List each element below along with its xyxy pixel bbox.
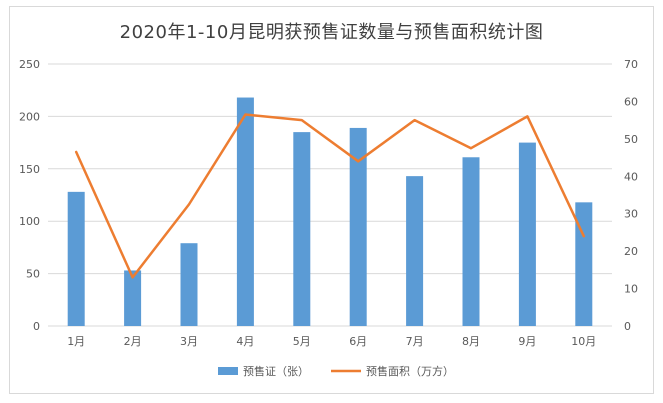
category-label: 9月 [518,335,536,348]
left-tick-label: 0 [33,320,40,333]
area-line [74,113,586,279]
category-label: 1月 [67,335,85,348]
bar [236,97,254,326]
right-tick-label: 0 [624,320,631,333]
gridlines [48,63,612,327]
left-tick-label: 50 [26,268,40,281]
left-tick-label: 150 [19,163,40,176]
bar-series [67,97,593,326]
chart-frame [9,6,654,394]
category-label: 8月 [462,335,480,348]
bar [180,243,198,326]
legend-bar-swatch [218,367,238,375]
left-axis-ticks: 0 50 100 150 200 250 [19,58,40,333]
bar [406,176,424,326]
right-tick-label: 30 [624,208,638,221]
bar [462,157,480,326]
right-axis-ticks: 0 10 20 30 40 50 60 70 [624,58,638,333]
category-label: 5月 [293,335,311,348]
right-tick-label: 70 [624,58,638,71]
legend-bar-label: 预售证（张） [243,364,309,378]
category-label: 3月 [180,335,198,348]
category-label: 6月 [349,335,367,348]
bar [67,191,85,326]
category-label: 10月 [571,335,596,348]
chart-title: 2020年1-10月昆明获预售证数量与预售面积统计图 [119,22,544,43]
category-axis-labels: 1月 2月 3月 4月 5月 6月 7月 8月 9月 10月 [67,335,596,348]
category-label: 2月 [124,335,142,348]
right-tick-label: 60 [624,95,638,108]
right-tick-label: 40 [624,170,638,183]
category-label: 4月 [236,335,254,348]
legend-line-label: 预售面积（万方） [366,364,454,378]
bar [293,132,311,326]
right-tick-label: 10 [624,283,638,296]
legend: 预售证（张） 预售面积（万方） [218,364,454,378]
right-tick-label: 50 [624,133,638,146]
right-tick-label: 20 [624,245,638,258]
category-label: 7月 [406,335,424,348]
left-tick-label: 100 [19,215,40,228]
left-tick-label: 200 [19,110,40,123]
left-tick-label: 250 [19,58,40,71]
bar [124,270,142,326]
line-series [74,113,586,279]
bar [518,142,536,326]
bar [349,127,367,326]
bar [575,202,593,326]
